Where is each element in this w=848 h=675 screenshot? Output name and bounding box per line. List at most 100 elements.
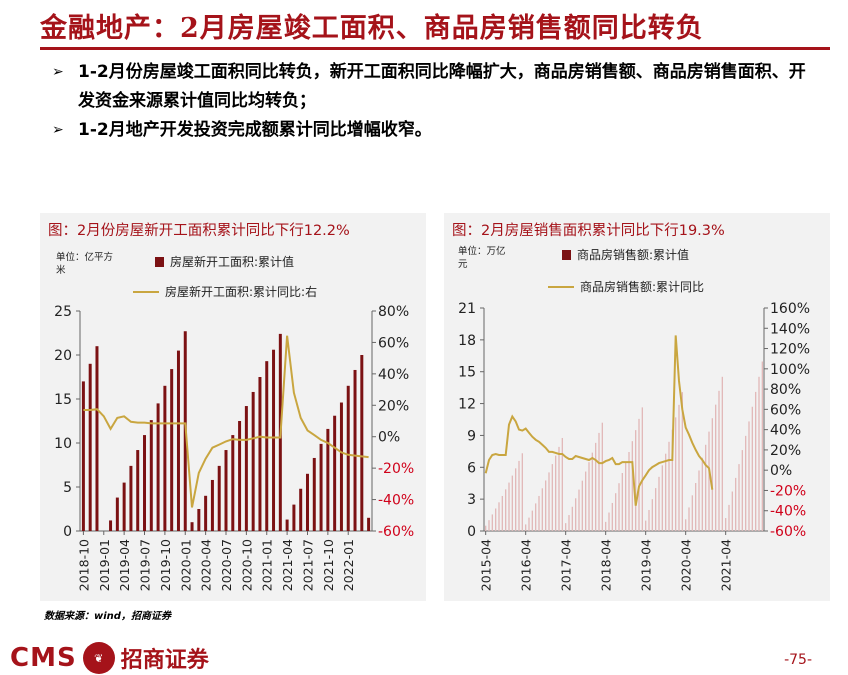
bar — [312, 457, 316, 531]
y-tick-label-right: -40% — [378, 493, 414, 509]
bar — [658, 476, 660, 531]
bar — [190, 522, 194, 531]
bar — [156, 403, 160, 531]
bar — [661, 465, 663, 531]
y-tick-label-left: 20 — [54, 348, 72, 364]
bar — [748, 421, 750, 531]
x-tick-label: 2018-10 — [76, 539, 91, 591]
bar — [695, 483, 697, 531]
bar — [681, 392, 683, 531]
bar — [170, 369, 174, 531]
bar — [755, 391, 757, 531]
bar — [521, 453, 523, 531]
bar — [511, 475, 513, 531]
bar — [641, 407, 643, 531]
y-tick-label-left: 3 — [467, 492, 476, 508]
series-line — [83, 335, 369, 508]
x-tick-label: 2019-01 — [97, 539, 112, 591]
bar — [122, 482, 126, 531]
page-title: 金融地产：2月房屋竣工面积、商品房销售额同比转负 — [40, 13, 704, 44]
bar — [505, 489, 507, 531]
bar — [136, 450, 140, 531]
page-number: -75- — [784, 652, 812, 668]
bar — [718, 390, 720, 531]
bar — [761, 361, 763, 531]
bar — [305, 473, 309, 531]
bar — [595, 442, 597, 531]
x-tick-label: 2019-04 — [117, 539, 132, 591]
title-divider — [40, 47, 830, 50]
y-tick-label-right: -60% — [770, 524, 806, 540]
bar — [725, 518, 727, 531]
bar — [685, 519, 687, 531]
legend-label: 房屋新开工面积:累计值 — [170, 255, 295, 269]
y-tick-label-left: 21 — [458, 301, 476, 317]
bar — [210, 479, 214, 531]
bar — [698, 470, 700, 531]
y-tick-label-left: 15 — [458, 365, 476, 381]
bar — [601, 422, 603, 531]
bar — [671, 429, 673, 531]
x-tick-label: 2019-04 — [639, 539, 654, 591]
bar — [555, 455, 557, 531]
bar — [244, 406, 248, 531]
y-tick-label-right: 20% — [770, 443, 801, 459]
bar — [741, 450, 743, 531]
bar — [143, 435, 147, 531]
y-tick-label-right: 0% — [770, 463, 792, 479]
bullet-item: ➢ 1-2月份房屋竣工面积同比转负，新开工面积同比降幅扩大，商品房销售额、商品房… — [52, 58, 822, 116]
bar — [518, 460, 520, 531]
bar — [238, 421, 242, 531]
bar — [197, 509, 201, 531]
bar — [360, 355, 364, 531]
bar — [608, 512, 610, 531]
bar — [625, 462, 627, 531]
bar — [491, 514, 493, 531]
arrow-bullet-icon: ➢ — [52, 122, 64, 138]
bar — [217, 465, 221, 531]
unit-label: 单位：万亿元 — [458, 246, 506, 270]
bar — [498, 502, 500, 531]
x-tick-label: 2021-07 — [300, 539, 315, 591]
x-tick-label: 2021-01 — [260, 539, 275, 591]
bar — [645, 520, 647, 531]
bar — [495, 508, 497, 531]
x-tick-label: 2022-01 — [341, 539, 356, 591]
bar — [558, 446, 560, 531]
data-source-note: 数据来源：wind，招商证券 — [44, 611, 171, 622]
bar — [501, 495, 503, 531]
bar — [176, 350, 180, 531]
unit-label: 单位：亿平方米 — [56, 252, 114, 276]
bar — [285, 519, 289, 531]
logo-text: CMS — [10, 643, 77, 673]
bar — [631, 441, 633, 531]
legend-item-bar: 商品房销售额:累计值 — [562, 246, 689, 263]
bullet-text: 1-2月份房屋竣工面积同比转负，新开工面积同比降幅扩大，商品房销售额、商品房销售… — [78, 62, 806, 111]
bar — [605, 521, 607, 531]
y-tick-label-left: 5 — [63, 480, 72, 496]
bar — [665, 453, 667, 531]
legend-label: 房屋新开工面积:累计同比:右 — [165, 285, 318, 299]
bar — [299, 488, 303, 531]
x-tick-label: 2020-07 — [219, 539, 234, 591]
bar — [508, 482, 510, 531]
bar — [251, 391, 255, 531]
chart-panel-sales: 图：2月房屋销售面积累计同比下行19.3% 单位：万亿元 商品房销售额:累计值 … — [444, 213, 830, 601]
y-tick-label-left: 9 — [467, 428, 476, 444]
bar — [531, 510, 533, 531]
x-tick-label: 2021-04 — [280, 539, 295, 591]
legend-swatch-bar — [155, 256, 164, 267]
bar — [272, 349, 276, 531]
y-tick-label-left: 0 — [63, 524, 72, 540]
bar — [548, 472, 550, 531]
x-tick-label: 2018-04 — [599, 539, 614, 591]
bar — [565, 523, 567, 531]
bar — [651, 499, 653, 531]
x-tick-label: 2020-01 — [178, 539, 193, 591]
y-tick-label-right: 40% — [770, 423, 801, 439]
legend-item-line: 房屋新开工面积:累计同比:右 — [133, 283, 317, 300]
y-tick-label-left: 12 — [458, 397, 476, 413]
bar — [618, 483, 620, 531]
bar — [588, 462, 590, 531]
x-tick-label: 2019-10 — [158, 539, 173, 591]
